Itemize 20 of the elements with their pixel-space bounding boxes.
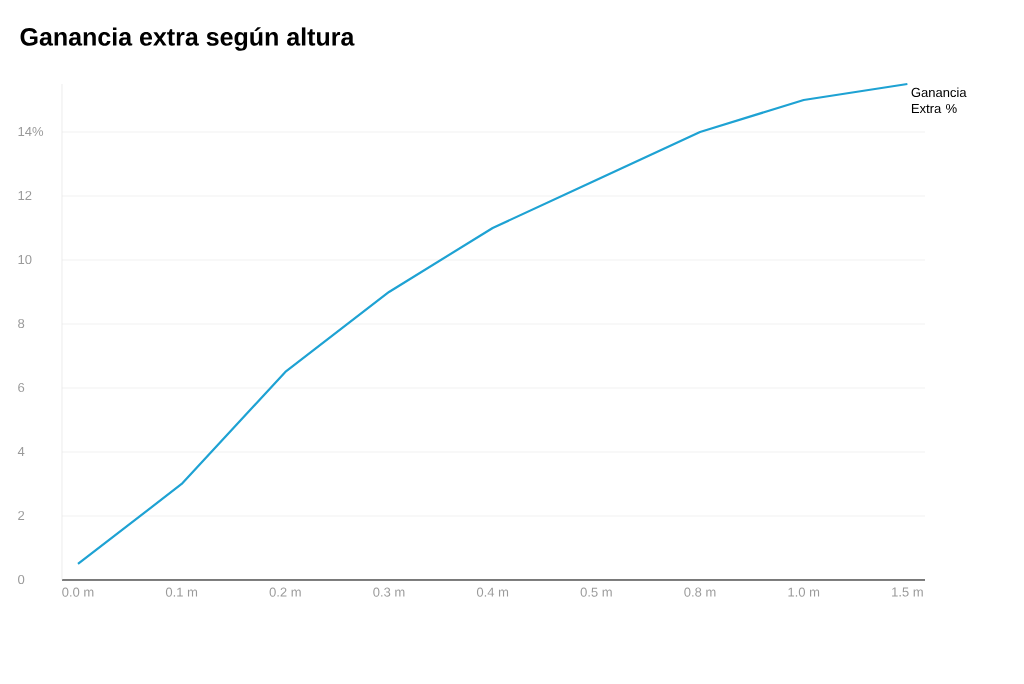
chart-title: Ganancia extra según altura — [20, 27, 355, 51]
x-tick-label: 0.3 m — [373, 587, 405, 597]
y-tick-label: 12 — [18, 190, 32, 200]
x-tick-label: 0.5 m — [580, 587, 612, 597]
x-tick-label: 1.5 m — [892, 587, 923, 597]
y-tick-label: 0 — [18, 574, 25, 585]
x-tick-label: 0.1 m — [165, 587, 198, 597]
x-tick-label: 0.2 m — [269, 587, 301, 597]
x-tick-label: 0.0 m — [62, 587, 94, 597]
x-tick-label: 1.0 m — [788, 587, 820, 597]
y-tick-label: 2 — [18, 510, 25, 520]
y-tick-label: 10 — [18, 254, 32, 265]
x-tick-label: 0.4 m — [476, 587, 509, 597]
series-label: Ganancia Extra % — [911, 87, 967, 114]
y-tick-label: 4 — [17, 447, 25, 456]
line-series — [76, 82, 909, 566]
y-tick-label: 8 — [18, 318, 25, 329]
y-tick-label: 14% — [18, 126, 44, 137]
x-tick-label: 0.8 m — [684, 587, 716, 597]
y-tick-label: 6 — [18, 382, 25, 393]
